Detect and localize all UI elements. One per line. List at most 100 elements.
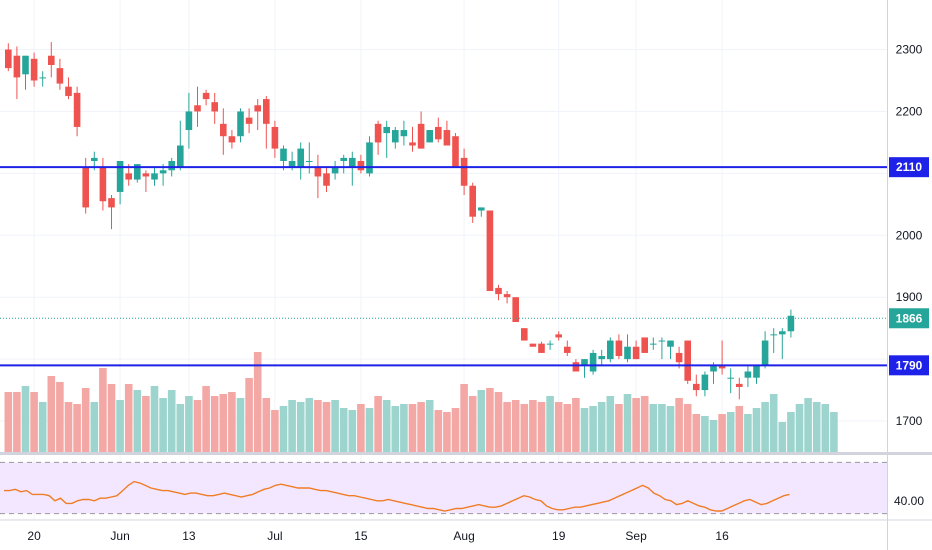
volume-bar <box>649 404 658 452</box>
candle-body <box>13 55 21 78</box>
volume-bar <box>658 404 666 452</box>
volume-bar <box>443 412 451 452</box>
candle-body <box>701 374 709 391</box>
candle-body <box>564 346 571 353</box>
candle-body <box>779 331 786 335</box>
rsi-axis-tick: 40.00 <box>894 494 924 508</box>
candle-body <box>142 173 150 177</box>
candle-body <box>306 160 313 162</box>
price-level-tag <box>889 157 929 178</box>
volume-bar <box>769 394 778 452</box>
candle-body <box>753 365 760 378</box>
volume-bar <box>262 398 271 452</box>
volume-bar <box>417 402 425 452</box>
volume-bar <box>219 394 228 452</box>
volume-bar <box>159 398 167 452</box>
price-axis-tick: 2200 <box>896 104 923 118</box>
volume-bar <box>623 394 632 452</box>
candle-body <box>125 173 132 180</box>
volume-bar <box>142 396 150 452</box>
volume-bar <box>451 408 460 452</box>
candle-body <box>443 130 451 146</box>
candle-body <box>151 173 158 180</box>
candle-body <box>56 68 64 84</box>
volume-bar <box>606 396 615 452</box>
candle-body <box>340 157 347 161</box>
volume-bar <box>322 402 331 452</box>
volume-bar <box>804 398 812 452</box>
time-axis-tick: 15 <box>354 529 368 543</box>
candle-body <box>48 55 55 66</box>
volume-bar <box>692 414 701 452</box>
candle-body <box>684 340 691 381</box>
candle-body <box>91 157 98 161</box>
price-level-tag-label: 2110 <box>896 160 922 174</box>
volume-bar <box>314 400 322 452</box>
volume-bar <box>434 410 443 452</box>
volume-bar <box>554 402 563 452</box>
volume-bar <box>400 404 408 452</box>
candle-body <box>538 343 545 353</box>
candle-body <box>736 383 743 387</box>
volume-bar <box>830 412 838 452</box>
candle-body <box>512 297 519 322</box>
candle-body <box>228 136 236 143</box>
volume-bar <box>666 406 675 452</box>
volume-bar <box>339 408 348 452</box>
volume-bar <box>597 402 606 452</box>
volume-bar <box>176 404 185 452</box>
candle-body <box>185 111 193 131</box>
candle-body <box>417 123 425 149</box>
volume-bar <box>202 386 210 452</box>
volume-bar <box>357 404 365 452</box>
candle-body <box>202 92 210 100</box>
candle-body <box>271 126 279 149</box>
volume-bar <box>56 382 64 452</box>
candle-body <box>615 340 623 357</box>
candle-body <box>598 356 605 360</box>
candle-body <box>39 77 46 79</box>
volume-bar <box>640 396 649 452</box>
candle-body <box>658 340 666 342</box>
candle-body <box>374 123 382 143</box>
candle-body <box>254 105 261 112</box>
candle-body <box>693 383 700 391</box>
volume-bar <box>494 392 503 452</box>
volume-bar <box>99 368 107 452</box>
candle-body <box>469 185 476 217</box>
price-level-tag <box>889 308 929 329</box>
volume-bar <box>761 402 769 452</box>
volume-bar <box>580 408 589 452</box>
candle-body <box>546 343 554 345</box>
candle-body <box>366 142 373 174</box>
rsi-band <box>0 462 887 514</box>
candles <box>5 42 795 400</box>
volume-bar <box>795 404 804 452</box>
candle-body <box>460 157 468 186</box>
candle-body <box>194 105 201 112</box>
volume-bar <box>632 398 640 452</box>
price-axis-tick: 1700 <box>896 414 923 428</box>
candle-body <box>452 136 459 168</box>
candle-body <box>435 126 442 140</box>
volume-bar <box>460 384 468 452</box>
volume-bar <box>271 410 279 452</box>
time-axis-tick: Jul <box>267 529 282 543</box>
volume-bar <box>81 388 90 452</box>
candle-body <box>237 111 244 137</box>
volume-bar <box>107 384 116 452</box>
candle-body <box>503 294 511 298</box>
candle-body <box>718 365 726 369</box>
candle-body <box>400 130 408 137</box>
rsi-line <box>4 480 790 512</box>
candle-body <box>521 328 528 341</box>
volume-bar <box>391 406 400 452</box>
candle-body <box>82 167 89 208</box>
candle-body <box>357 160 365 171</box>
candle-body <box>710 365 717 372</box>
candle-body <box>108 198 115 208</box>
candle-body <box>624 346 631 360</box>
candle-body <box>650 343 657 345</box>
